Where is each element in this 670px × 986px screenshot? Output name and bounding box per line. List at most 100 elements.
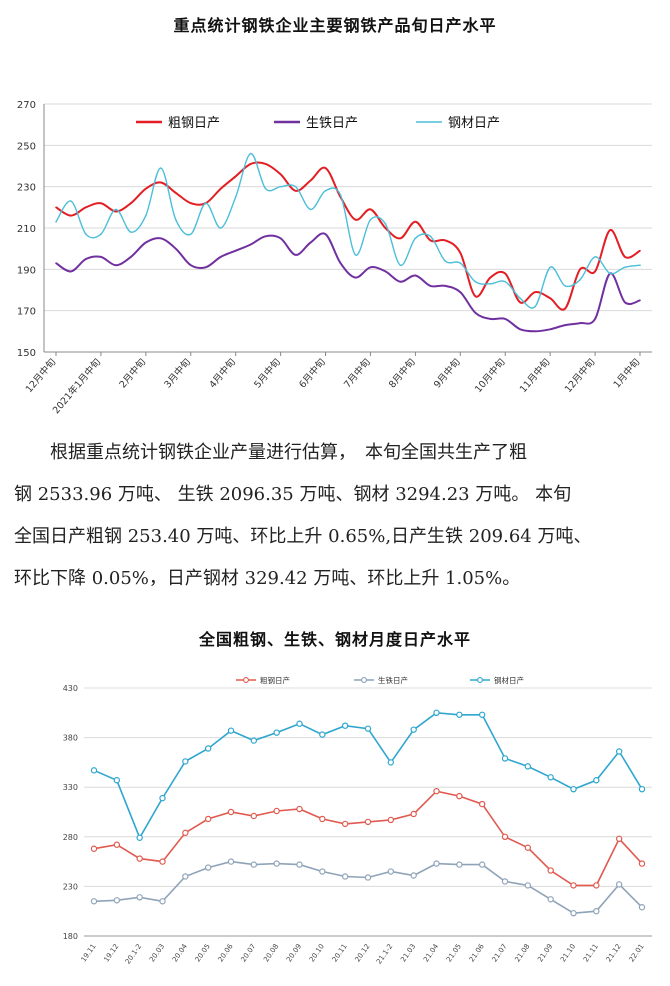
data-point <box>579 322 581 324</box>
data-point <box>579 278 581 281</box>
data-point <box>433 787 440 795</box>
chart2-title: 全国粗钢、生铁、钢材月度日产水平 <box>198 630 471 649</box>
data-point <box>519 328 522 331</box>
data-point <box>174 247 177 250</box>
data-point <box>55 262 57 264</box>
legend-label: 钢材日产 <box>494 675 524 685</box>
data-point <box>130 202 132 204</box>
x-tick-label: 3月中旬 <box>162 356 193 390</box>
data-point <box>549 266 551 269</box>
data-point <box>250 861 258 868</box>
data-point <box>55 206 57 209</box>
data-point <box>534 330 536 333</box>
x-tick-label: 21.10 <box>559 943 577 964</box>
legend-label: 粗钢日产 <box>260 675 290 685</box>
data-point <box>324 190 327 192</box>
x-tick-label: 21.12 <box>605 943 623 964</box>
data-point <box>70 200 72 202</box>
x-tick-label: 21.04 <box>422 942 440 963</box>
data-point <box>547 896 554 903</box>
data-point <box>624 266 626 269</box>
series-line-2 <box>93 860 643 915</box>
data-point <box>593 882 600 889</box>
data-point <box>524 882 532 889</box>
data-point <box>136 834 143 841</box>
data-point <box>414 221 417 223</box>
data-point <box>145 241 147 244</box>
data-point <box>399 237 402 240</box>
data-point <box>444 239 447 242</box>
data-point <box>638 785 646 793</box>
y-tick-label: 150 <box>17 348 36 359</box>
y-tick-label: 170 <box>17 307 36 318</box>
data-point <box>504 272 507 275</box>
data-point <box>593 777 600 784</box>
data-point <box>410 872 417 879</box>
data-point <box>113 897 121 904</box>
legend-marker <box>361 677 367 683</box>
data-point <box>593 907 600 915</box>
x-tick-label: 20.08 <box>262 943 280 964</box>
x-tick-label: 7月中旬 <box>341 356 372 390</box>
data-point <box>309 241 312 244</box>
data-point <box>145 214 147 217</box>
data-point <box>115 208 117 211</box>
data-point <box>319 731 326 738</box>
y-tick-label: 230 <box>63 882 78 891</box>
legend-label: 生铁日产 <box>306 116 358 131</box>
data-point <box>115 210 117 213</box>
data-point <box>459 291 462 293</box>
data-point <box>534 305 536 308</box>
data-point <box>85 206 87 209</box>
data-point <box>204 202 207 204</box>
data-point <box>130 231 132 233</box>
data-point <box>296 720 303 727</box>
data-point <box>364 818 372 826</box>
data-point <box>624 301 626 304</box>
y-tick-label: 250 <box>17 141 36 152</box>
data-point <box>414 237 417 240</box>
data-point <box>570 909 577 917</box>
data-point <box>339 262 342 264</box>
data-point <box>204 815 212 823</box>
data-point <box>444 260 447 262</box>
data-point <box>387 868 395 875</box>
data-point <box>189 264 192 266</box>
data-point <box>478 861 486 868</box>
data-point <box>564 285 566 287</box>
data-point <box>145 187 147 190</box>
data-point <box>273 860 280 867</box>
data-point <box>294 185 297 188</box>
data-point <box>570 785 577 793</box>
paragraph-line: 全国日产粗钢 253.40 万吨、环比上升 0.65%,日产生铁 209.64 … <box>14 526 592 547</box>
data-point <box>85 258 87 260</box>
data-point <box>364 874 372 881</box>
data-point <box>100 233 102 235</box>
data-point <box>204 864 212 871</box>
y-tick-label: 430 <box>63 684 78 693</box>
x-tick-label: 20.12 <box>354 943 372 964</box>
data-point <box>384 223 387 225</box>
data-point <box>410 810 417 818</box>
data-point <box>100 202 102 204</box>
series-line-3 <box>55 152 641 309</box>
data-point <box>547 774 554 781</box>
data-point <box>429 235 432 238</box>
data-point <box>594 256 596 258</box>
data-point <box>594 270 596 273</box>
summary-paragraph: 根据重点统计钢铁企业产量进行估算， 本旬全国共生产了粗 钢 2533.96 万吨… <box>14 432 662 600</box>
x-tick-label: 22.01 <box>628 943 646 964</box>
data-point <box>456 792 463 800</box>
data-point <box>399 264 402 266</box>
data-point <box>524 763 532 770</box>
data-point <box>160 237 162 240</box>
data-point <box>204 745 212 752</box>
legend-label: 生铁日产 <box>378 675 408 685</box>
data-point <box>174 192 177 194</box>
data-point <box>615 835 623 842</box>
data-point <box>319 815 326 823</box>
data-point <box>189 233 192 235</box>
x-tick-label: 19.12 <box>102 943 120 964</box>
x-tick-label: 20.05 <box>194 943 212 964</box>
